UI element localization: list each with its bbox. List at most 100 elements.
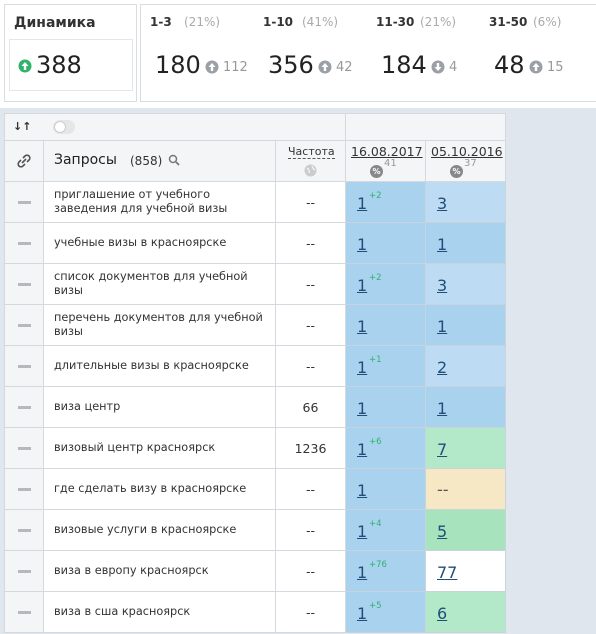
frequency-value: -- bbox=[305, 605, 316, 620]
frequency-cell: -- bbox=[276, 551, 346, 592]
query-text: виза в европу красноярск bbox=[54, 564, 209, 577]
dash-icon bbox=[18, 324, 31, 327]
range-change: 15 bbox=[547, 60, 564, 75]
toggle[interactable] bbox=[53, 120, 75, 134]
position-delta: +76 bbox=[369, 560, 387, 570]
range-value: 48 bbox=[494, 51, 525, 79]
position-value[interactable]: 1 bbox=[437, 399, 448, 418]
range-arrow bbox=[205, 60, 219, 74]
range-percent: (21%) bbox=[184, 15, 221, 29]
query-text: длительные визы в красноярске bbox=[54, 359, 249, 372]
position-cell: 1 +5 bbox=[346, 592, 426, 633]
dash-icon bbox=[18, 611, 31, 614]
range-value: 180 bbox=[155, 51, 201, 79]
dash-icon bbox=[18, 570, 31, 573]
range-arrow bbox=[431, 60, 445, 74]
position-value[interactable]: 2 bbox=[437, 358, 448, 377]
frequency-cell: -- bbox=[276, 510, 346, 551]
position-value[interactable]: 5 bbox=[437, 522, 448, 541]
row-icon-cell bbox=[4, 182, 44, 223]
position-value[interactable]: 1 bbox=[357, 358, 368, 377]
range-label: 31-50 bbox=[489, 15, 528, 29]
frequency-label[interactable]: Частота bbox=[288, 145, 335, 159]
date-label[interactable]: 16.08.2017 bbox=[351, 144, 423, 159]
position-value[interactable]: 1 bbox=[357, 276, 368, 295]
dash-icon bbox=[18, 406, 31, 409]
position-value[interactable]: 3 bbox=[437, 276, 448, 295]
position-value[interactable]: 1 bbox=[357, 563, 368, 582]
date-label[interactable]: 05.10.2016 bbox=[431, 144, 503, 159]
toolbar-dates bbox=[346, 113, 506, 141]
sort-icon[interactable]: ↓↑ bbox=[13, 120, 32, 133]
frequency-value: 66 bbox=[302, 400, 319, 415]
date-header: 16.08.2017% 41 bbox=[346, 141, 426, 182]
frequency-value: 1236 bbox=[294, 441, 327, 456]
row-icon-cell bbox=[4, 551, 44, 592]
dynamics-label: Динамика bbox=[14, 15, 96, 31]
range-label: 1-3 bbox=[150, 15, 172, 29]
position-value[interactable]: 1 bbox=[437, 235, 448, 254]
range-label: 11-30 bbox=[376, 15, 415, 29]
dynamics-value: 388 bbox=[36, 51, 82, 79]
position-cell: 3 bbox=[426, 264, 506, 305]
query-text: перечень документов для учебной визы bbox=[54, 311, 263, 338]
position-value[interactable]: 1 bbox=[357, 399, 368, 418]
position-value[interactable]: 1 bbox=[357, 194, 368, 213]
positions-table: ↓↑ Запросы (858) Частота 16.08.2017% 41 05… bbox=[4, 113, 506, 634]
position-value[interactable]: 3 bbox=[437, 194, 448, 213]
dash-icon bbox=[18, 242, 31, 245]
date-header: 05.10.2016% 37 bbox=[426, 141, 506, 182]
position-value[interactable]: 1 bbox=[357, 604, 368, 623]
position-cell: 3 bbox=[426, 182, 506, 223]
dash-icon bbox=[18, 365, 31, 368]
position-cell: 6 bbox=[426, 592, 506, 633]
row-icon-cell bbox=[4, 346, 44, 387]
query-text: визовые услуги в красноярске bbox=[54, 523, 237, 536]
toolbar-row: ↓↑ bbox=[4, 113, 346, 141]
position-cell: 1 +2 bbox=[346, 264, 426, 305]
query-cell: визовые услуги в красноярске bbox=[44, 510, 276, 551]
frequency-value: -- bbox=[305, 195, 316, 210]
position-value[interactable]: 1 bbox=[357, 235, 368, 254]
row-icon-cell bbox=[4, 428, 44, 469]
range-arrow bbox=[529, 60, 543, 74]
frequency-cell: -- bbox=[276, 223, 346, 264]
position-cell: 1 bbox=[426, 305, 506, 346]
position-value: -- bbox=[437, 480, 449, 499]
query-cell: учебные визы в красноярске bbox=[44, 223, 276, 264]
position-cell: 77 bbox=[426, 551, 506, 592]
position-value[interactable]: 1 bbox=[357, 481, 368, 500]
query-cell: виза центр bbox=[44, 387, 276, 428]
query-cell: где сделать визу в красноярске bbox=[44, 469, 276, 510]
range-arrow bbox=[318, 60, 332, 74]
range-percent: (41%) bbox=[302, 15, 339, 29]
position-value[interactable]: 7 bbox=[437, 440, 448, 459]
position-value[interactable]: 1 bbox=[357, 440, 368, 459]
position-value[interactable]: 77 bbox=[437, 563, 458, 582]
frequency-cell: -- bbox=[276, 469, 346, 510]
dynamics-arrow bbox=[18, 59, 32, 73]
link-header bbox=[4, 141, 44, 182]
dynamics-box: Динамика 388 bbox=[4, 4, 137, 102]
percent-badge: % bbox=[370, 165, 383, 178]
position-value[interactable]: 6 bbox=[437, 604, 448, 623]
query-cell: список документов для учебной визы bbox=[44, 264, 276, 305]
frequency-cell: -- bbox=[276, 305, 346, 346]
row-icon-cell bbox=[4, 592, 44, 633]
query-text: приглашение от учебного заведения для уч… bbox=[54, 188, 228, 215]
row-icon-cell bbox=[4, 305, 44, 346]
position-cell: 1 bbox=[346, 223, 426, 264]
row-icon-cell bbox=[4, 264, 44, 305]
frequency-cell: 66 bbox=[276, 387, 346, 428]
query-text: где сделать визу в красноярске bbox=[54, 482, 247, 495]
query-text: список документов для учебной визы bbox=[54, 270, 248, 297]
frequency-value: -- bbox=[305, 359, 316, 374]
position-value[interactable]: 1 bbox=[357, 317, 368, 336]
position-delta: +1 bbox=[369, 355, 382, 365]
frequency-value: -- bbox=[305, 523, 316, 538]
query-cell: виза в сша красноярск bbox=[44, 592, 276, 633]
position-cell: 1 bbox=[346, 305, 426, 346]
position-value[interactable]: 1 bbox=[357, 522, 368, 541]
search-icon[interactable] bbox=[168, 154, 180, 166]
position-value[interactable]: 1 bbox=[437, 317, 448, 336]
